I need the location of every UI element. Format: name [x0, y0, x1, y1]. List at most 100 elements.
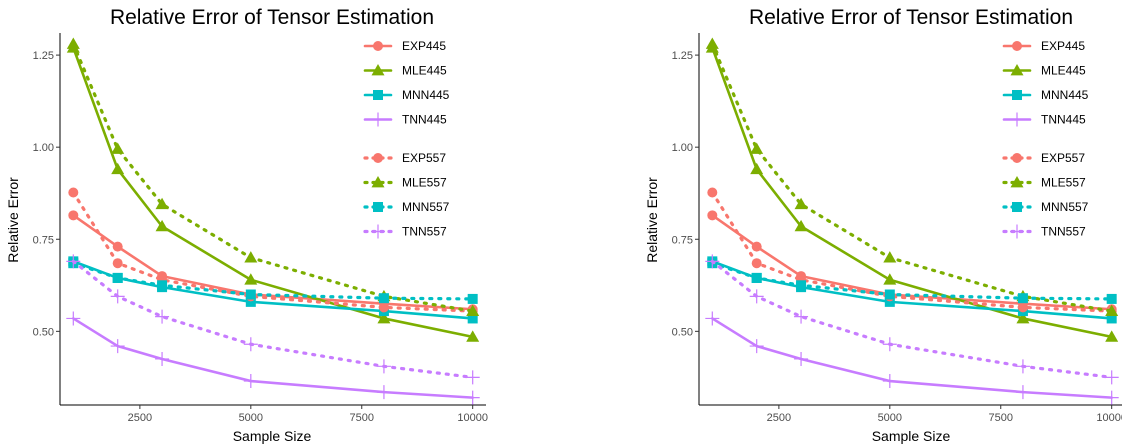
x-tick-label: 2500 [767, 412, 791, 424]
legend-swatch-marker [371, 176, 385, 188]
legend-entry-mnn557: MNN557 [363, 200, 450, 214]
data-point-mnn557 [751, 272, 762, 283]
chart-title: Relative Error of Tensor Estimation [749, 6, 1073, 29]
data-point-mnn557 [1017, 293, 1028, 304]
legend-entry-exp445: EXP445 [363, 39, 446, 53]
data-point-tnn445 [1015, 385, 1030, 400]
series-line-tnn445 [711, 317, 1113, 399]
data-point-mnn445 [467, 313, 478, 324]
data-point-mle445 [794, 219, 808, 232]
data-point-mle557 [883, 251, 897, 263]
series-line-tnn557 [71, 259, 475, 379]
data-point-mle445 [244, 273, 258, 285]
series-mnn445 [707, 256, 1117, 324]
data-point-mnn445 [884, 296, 895, 307]
data-point-mnn557 [378, 293, 389, 304]
data-point-tnn445 [155, 351, 170, 366]
y-tick-label: 1.00 [33, 142, 54, 154]
y-tick-label: 1.25 [672, 50, 693, 62]
data-point-exp557 [112, 258, 123, 269]
data-point-tnn557 [1104, 370, 1119, 385]
x-tick-label: 7500 [989, 412, 1013, 424]
data-point-tnn445 [705, 311, 720, 326]
data-point-mle445 [377, 311, 391, 324]
legend-entry-mle445: MLE445 [363, 64, 447, 78]
legend-swatch-marker [373, 153, 383, 163]
data-point-tnn557 [376, 359, 391, 374]
x-axis-title: Sample Size [872, 428, 951, 444]
legend-swatch-marker [1012, 202, 1022, 212]
data-point-mle445 [750, 162, 764, 175]
legend-swatch-marker [1010, 112, 1024, 127]
data-point-tnn445 [882, 374, 897, 389]
data-point-tnn445 [794, 351, 809, 366]
x-tick-label: 2500 [128, 412, 152, 424]
legend-swatch-marker [373, 90, 383, 100]
legend-swatch-marker [371, 112, 385, 127]
data-point-tnn445 [376, 385, 391, 400]
data-point-tnn445 [110, 339, 125, 354]
legend: EXP445 MLE445 MNN445 TNN445 EXP557 MLE557 MNN5… [1002, 39, 1089, 239]
data-point-tnn557 [1015, 359, 1030, 374]
legend-swatch-marker [1012, 153, 1022, 163]
chart-panel-left: Relative Error of Tensor Estimation Samp… [0, 0, 561, 446]
series-line-mle445 [711, 46, 1113, 339]
y-tick-label: 0.75 [672, 234, 693, 246]
series-line-mle445 [72, 46, 474, 339]
legend-entry-exp445: EXP445 [1002, 39, 1085, 53]
data-point-mnn557 [796, 280, 807, 291]
data-point-exp557 [1017, 302, 1028, 313]
legend-label: TNN445 [402, 113, 447, 127]
x-axis-title: Sample Size [233, 428, 312, 444]
legend-entry-exp557: EXP557 [1002, 151, 1085, 165]
series-mle445 [66, 41, 480, 342]
legend-entry-mnn557: MNN557 [1002, 200, 1089, 214]
series-tnn445 [705, 311, 1119, 405]
legend-label: MLE445 [402, 64, 447, 78]
legend-swatch-marker [1012, 41, 1022, 51]
series-line-exp557 [710, 190, 1114, 313]
series-line-exp557 [71, 190, 475, 313]
chart-title: Relative Error of Tensor Estimation [110, 6, 434, 29]
y-tick-label: 0.75 [33, 234, 54, 246]
data-point-mle445 [155, 219, 169, 232]
data-point-exp557 [68, 187, 79, 198]
legend: EXP445 MLE445 MNN445 TNN445 EXP557 MLE557 MNN5… [363, 39, 450, 239]
data-point-exp445 [68, 210, 79, 221]
data-point-mle445 [1016, 311, 1030, 324]
series-line-tnn445 [72, 317, 474, 399]
series-line-mnn557 [71, 261, 475, 301]
data-point-tnn445 [243, 374, 258, 389]
line-chart-left: Relative Error of Tensor Estimation Samp… [5, 6, 488, 444]
legend-label: EXP557 [402, 151, 446, 165]
data-point-exp557 [378, 302, 389, 313]
data-point-mnn557 [1106, 293, 1117, 304]
data-point-exp557 [707, 187, 718, 198]
legend-label: EXP557 [1041, 151, 1085, 165]
series-mnn445 [68, 256, 478, 324]
data-point-exp445 [112, 241, 123, 252]
data-point-exp445 [751, 241, 762, 252]
data-point-exp445 [707, 210, 718, 221]
data-point-tnn557 [882, 337, 897, 352]
chart-panel-right: Relative Error of Tensor Estimation Samp… [561, 0, 1122, 446]
legend-swatch-marker [1012, 90, 1022, 100]
x-tick-label: 10000 [1096, 412, 1122, 424]
legend-entry-exp557: EXP557 [363, 151, 446, 165]
data-point-mle557 [111, 142, 125, 154]
axes: 2500 5000 7500 10000 0.50 0.75 1.00 1.25 [672, 33, 1122, 424]
data-point-mnn557 [245, 289, 256, 300]
data-point-mnn557 [112, 272, 123, 283]
data-point-mle445 [466, 330, 480, 342]
data-point-mnn557 [157, 280, 168, 291]
data-point-tnn557 [794, 309, 809, 324]
data-point-tnn445 [66, 311, 81, 326]
data-point-mnn445 [1106, 313, 1117, 324]
x-tick-label: 5000 [878, 412, 902, 424]
series-layer [705, 37, 1119, 405]
legend-label: MNN557 [1041, 200, 1089, 214]
legend-swatch-marker [371, 224, 385, 239]
y-axis-title: Relative Error [644, 177, 660, 263]
data-point-mle557 [466, 304, 480, 316]
data-point-tnn557 [749, 289, 764, 304]
